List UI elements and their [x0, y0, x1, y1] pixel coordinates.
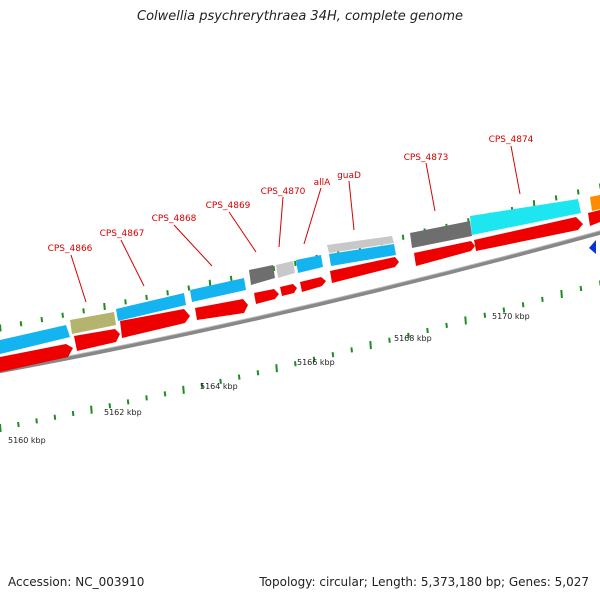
- gene-label: allA: [314, 178, 332, 188]
- scale-tick: [426, 327, 429, 334]
- scale-tick: [483, 312, 487, 318]
- scale-tick: [272, 265, 276, 272]
- scale-tick: [200, 382, 204, 389]
- scale-tick: [19, 321, 23, 327]
- scale-tick: [369, 341, 372, 350]
- scale-tick: [294, 260, 297, 267]
- scale-tick: [0, 324, 2, 332]
- cds-feature[interactable]: [474, 217, 583, 251]
- scale-tick: [40, 316, 44, 323]
- cds-feature[interactable]: [414, 241, 475, 266]
- scale-tick: [145, 294, 148, 300]
- scale-tick: [502, 307, 506, 313]
- scale-tick: [124, 299, 127, 305]
- feature-cyan[interactable]: [470, 199, 581, 235]
- feature-olive[interactable]: [70, 312, 116, 334]
- scale-tick: [17, 421, 20, 428]
- feature-light-gray[interactable]: [327, 236, 394, 253]
- scale-label: 5162 kbp: [104, 408, 142, 417]
- scale-tick: [35, 418, 38, 424]
- scale-labels: 5160 kbp 5162 kbp 5164 kbp 5166 kbp 5168…: [8, 312, 530, 445]
- feature-blue[interactable]: [0, 325, 70, 354]
- scale-tick: [256, 370, 260, 376]
- scale-tick: [445, 322, 448, 329]
- genome-summary: Topology: circular; Length: 5,373,180 bp…: [259, 575, 589, 589]
- cds-feature[interactable]: [588, 210, 600, 226]
- scale-tick: [560, 289, 563, 299]
- scale-tick: [275, 364, 278, 373]
- feature-blue[interactable]: [296, 255, 323, 273]
- gene-label: CPS_4866: [48, 244, 93, 254]
- scale-tick: [71, 410, 75, 417]
- scale-tick: [312, 356, 316, 362]
- scale-tick: [294, 361, 297, 367]
- scale-tick: [108, 403, 112, 409]
- scale-tick: [166, 290, 169, 296]
- feature-orange[interactable]: [590, 195, 600, 211]
- cds-feature[interactable]: [0, 344, 73, 372]
- genome-backbone-highlight: [0, 230, 600, 370]
- feature-track: [0, 195, 600, 354]
- scale-label: 5160 kbp: [8, 436, 46, 445]
- scale-tick: [401, 234, 405, 240]
- scale-tick: [90, 405, 93, 414]
- scale-tick: [126, 399, 130, 405]
- scale-tick: [182, 385, 185, 394]
- map-title: Colwellia psychrerythraea 34H, complete …: [137, 9, 463, 24]
- feature-blue[interactable]: [116, 293, 186, 321]
- scale-tick: [163, 391, 167, 397]
- feature-light-gray[interactable]: [276, 261, 295, 278]
- gene-label: CPS_4869: [206, 201, 251, 211]
- scale-tick: [331, 351, 335, 358]
- cds-feature[interactable]: [74, 329, 120, 351]
- gene-label-leaders: [70, 145, 521, 303]
- scale-label: 5166 kbp: [297, 358, 335, 367]
- gene-label: CPS_4874: [489, 135, 534, 145]
- scale-label: 5164 kbp: [200, 382, 238, 391]
- cds-feature[interactable]: [254, 289, 279, 304]
- genome-backbone: [0, 230, 600, 374]
- scale-tick: [521, 302, 525, 308]
- scale-tick: [237, 374, 241, 380]
- scale-tick: [53, 414, 57, 420]
- scale-tick: [82, 308, 85, 314]
- gene-label: CPS_4867: [100, 229, 145, 239]
- feature-dark-gray[interactable]: [249, 265, 275, 285]
- scale-tick: [576, 189, 580, 195]
- gene-label: CPS_4873: [404, 153, 449, 163]
- scale-tick: [407, 332, 410, 339]
- scale-tick: [554, 195, 558, 201]
- cds-feature[interactable]: [330, 257, 399, 283]
- gene-labels: CPS_4866 CPS_4867 CPS_4868 CPS_4869 CPS_…: [48, 135, 534, 254]
- feature-blue[interactable]: [329, 244, 396, 266]
- cds-track: [0, 210, 600, 372]
- inner-tick-marks: [0, 280, 600, 433]
- scale-tick: [219, 378, 222, 385]
- feature-blue-arrow[interactable]: [589, 240, 596, 254]
- feature-dark-gray[interactable]: [410, 221, 472, 248]
- scale-tick: [0, 423, 2, 433]
- scale-tick: [350, 347, 353, 353]
- scale-tick: [388, 337, 391, 343]
- scale-tick: [229, 275, 233, 282]
- accession-info: Accession: NC_003910: [8, 575, 145, 589]
- scale-tick: [103, 302, 106, 311]
- scale-label: 5170 kbp: [492, 312, 530, 321]
- scale-tick: [61, 312, 64, 318]
- scale-tick: [464, 316, 467, 325]
- scale-tick: [145, 395, 148, 401]
- gene-label: guaD: [337, 171, 361, 181]
- gene-label: CPS_4870: [261, 187, 306, 197]
- cds-feature[interactable]: [280, 284, 297, 296]
- gene-label: CPS_4868: [152, 214, 197, 224]
- scale-tick: [187, 285, 191, 291]
- cds-feature[interactable]: [300, 277, 326, 292]
- scale-tick: [579, 285, 583, 292]
- cds-feature[interactable]: [120, 309, 190, 338]
- cds-feature[interactable]: [195, 299, 248, 320]
- scale-tick: [541, 296, 544, 303]
- feature-blue[interactable]: [190, 278, 246, 302]
- scale-label: 5168 kbp: [394, 334, 432, 343]
